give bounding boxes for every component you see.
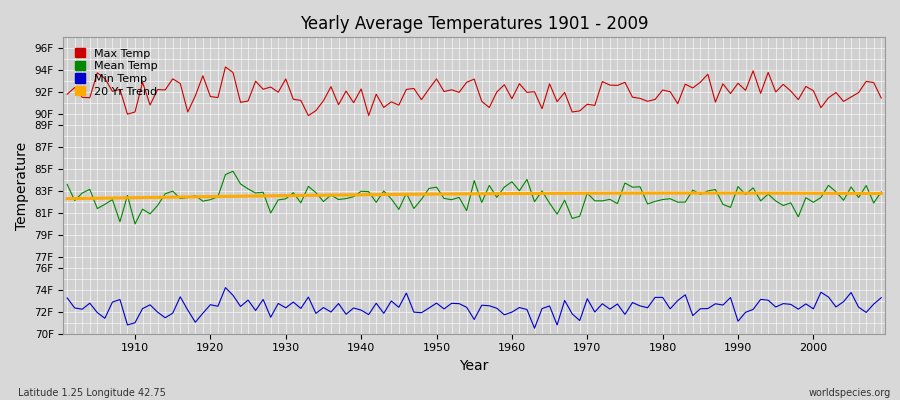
Text: Latitude 1.25 Longitude 42.75: Latitude 1.25 Longitude 42.75 [18,388,166,398]
Legend: Max Temp, Mean Temp, Min Temp, 20 Yr Trend: Max Temp, Mean Temp, Min Temp, 20 Yr Tre… [73,46,160,99]
X-axis label: Year: Year [460,359,489,373]
Text: worldspecies.org: worldspecies.org [809,388,891,398]
Title: Yearly Average Temperatures 1901 - 2009: Yearly Average Temperatures 1901 - 2009 [300,15,649,33]
Y-axis label: Temperature: Temperature [15,142,29,230]
